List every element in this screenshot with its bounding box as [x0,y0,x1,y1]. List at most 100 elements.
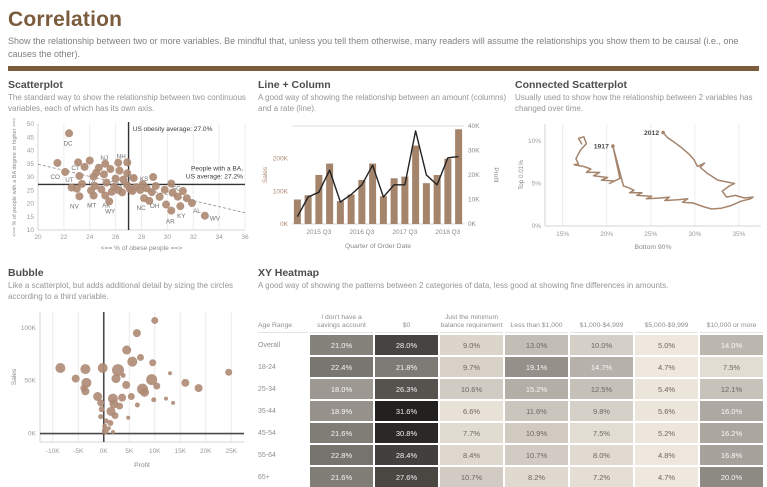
heatmap-cell[interactable]: 8.2% [505,467,568,487]
heatmap-cell[interactable]: 11.6% [505,401,568,422]
year-point[interactable] [661,130,665,135]
heatmap-cell[interactable]: 21.6% [310,467,373,487]
heatmap-cell[interactable]: 16.2% [700,423,763,444]
bubble-point[interactable] [194,384,203,393]
line-column-chart[interactable]: 0K 100K 200K 0K 10K 20K 30K 40K 2015 Q3 2016 Q3 20… [258,118,508,256]
heatmap-cell[interactable]: 12.1% [700,379,763,400]
scatter-point[interactable] [87,186,96,195]
heatmap-cell[interactable]: 10.7% [440,467,503,487]
scatter-point[interactable] [72,184,81,193]
heatmap-cell[interactable]: 26.3% [375,379,438,400]
year-point[interactable] [611,144,615,149]
heatmap-cell[interactable]: 5.2% [635,423,698,444]
heatmap-cell[interactable]: 21.0% [310,335,373,356]
bubble-point[interactable] [136,354,144,362]
scatter-point[interactable] [118,188,127,197]
scatter-point[interactable] [105,197,114,206]
scatter-point[interactable] [92,168,101,177]
sales-bar[interactable] [326,163,334,225]
sales-bar[interactable] [358,180,366,225]
heatmap-cell[interactable]: 12.5% [570,379,633,400]
bubble-point[interactable] [127,356,138,367]
bubble-point[interactable] [134,402,140,408]
sales-bar[interactable] [379,196,387,225]
heatmap-cell[interactable]: 5.0% [635,335,698,356]
scatter-point[interactable] [75,192,84,201]
bubble-point[interactable] [132,329,141,338]
bubble-point[interactable] [151,317,159,325]
heatmap-cell[interactable]: 9.0% [440,335,503,356]
bubble-point[interactable] [127,393,135,401]
scatter-point[interactable] [182,194,191,203]
sales-bar[interactable] [390,178,398,225]
heatmap-cell[interactable]: 18.9% [310,401,373,422]
heatmap-cell[interactable]: 8.0% [570,445,633,466]
heatmap-cell[interactable]: 7.7% [440,423,503,444]
scatter-point[interactable] [53,159,62,168]
scatter-point[interactable] [101,159,110,168]
heatmap-cell[interactable]: 7.2% [570,467,633,487]
bubble-point[interactable] [140,388,150,398]
sales-bar[interactable] [422,183,430,225]
bubble-point[interactable] [112,364,125,377]
bubble-point[interactable] [122,345,132,355]
bubble-point[interactable] [153,382,161,390]
scatter-point[interactable] [123,158,132,167]
scatter-point[interactable] [145,197,154,206]
scatter-point[interactable] [99,170,108,179]
bubble-point[interactable] [120,373,126,379]
scatter-point[interactable] [114,158,123,167]
bubble-point[interactable] [71,374,80,383]
bubble-point[interactable] [111,412,119,420]
scatter-point[interactable] [151,182,160,191]
sales-bar[interactable] [336,201,344,225]
sales-bar[interactable] [315,175,323,225]
bubble-point[interactable] [171,401,176,406]
heatmap-cell[interactable]: 13.0% [505,335,568,356]
heatmap-cell[interactable]: 16.0% [700,401,763,422]
heatmap-cell[interactable]: 30.8% [375,423,438,444]
bubble-point[interactable] [163,396,168,401]
bubble-point[interactable] [151,397,157,403]
heatmap-cell[interactable]: 4.8% [635,445,698,466]
scatter-point[interactable] [115,166,124,175]
heatmap-cell[interactable]: 14.7% [570,357,633,378]
heatmap-cell[interactable]: 22.4% [310,357,373,378]
bubble-point[interactable] [111,374,121,384]
heatmap-cell[interactable]: 6.6% [440,401,503,422]
bubble-point[interactable] [181,379,190,388]
bubble-point[interactable] [126,415,131,420]
scatter-point[interactable] [119,175,128,184]
scatter-point[interactable] [106,165,115,174]
bubble-chart[interactable]: -10K -5K 0K 5K 10K 15K 20K 25K 0K 50K 100K Profit Sa… [8,306,251,474]
heatmap-cell[interactable]: 5.6% [635,401,698,422]
scatter-point[interactable] [147,188,156,197]
sales-bar[interactable] [444,158,452,225]
scatter-point[interactable] [187,199,196,208]
heatmap-cell[interactable]: 10.7% [505,445,568,466]
scatter-point[interactable] [107,188,116,197]
heatmap-cell[interactable]: 27.6% [375,467,438,487]
bubble-point[interactable] [146,374,158,386]
connected-path[interactable] [573,132,754,210]
bubble-point[interactable] [81,387,90,396]
heatmap-cell[interactable]: 15.2% [505,379,568,400]
profit-line[interactable] [296,130,459,218]
bubble-point[interactable] [102,423,108,429]
scatter-point[interactable] [101,191,110,200]
sales-bar[interactable] [401,176,409,225]
scatter-point[interactable] [77,180,86,189]
bubble-point[interactable] [55,363,66,374]
heatmap-cell[interactable]: 7.5% [700,357,763,378]
scatter-point[interactable] [65,129,74,138]
heatmap-cell[interactable]: 19.1% [505,357,568,378]
sales-bar[interactable] [304,195,312,225]
scatter-point[interactable] [155,193,164,202]
heatmap-cell[interactable]: 21.6% [310,423,373,444]
heatmap-cell[interactable]: 4.7% [635,467,698,487]
bubble-point[interactable] [80,364,91,375]
heatmap-cell[interactable]: 5.4% [635,379,698,400]
scatter-point[interactable] [74,158,83,167]
sales-bar[interactable] [412,145,420,225]
sales-bar[interactable] [293,199,301,225]
